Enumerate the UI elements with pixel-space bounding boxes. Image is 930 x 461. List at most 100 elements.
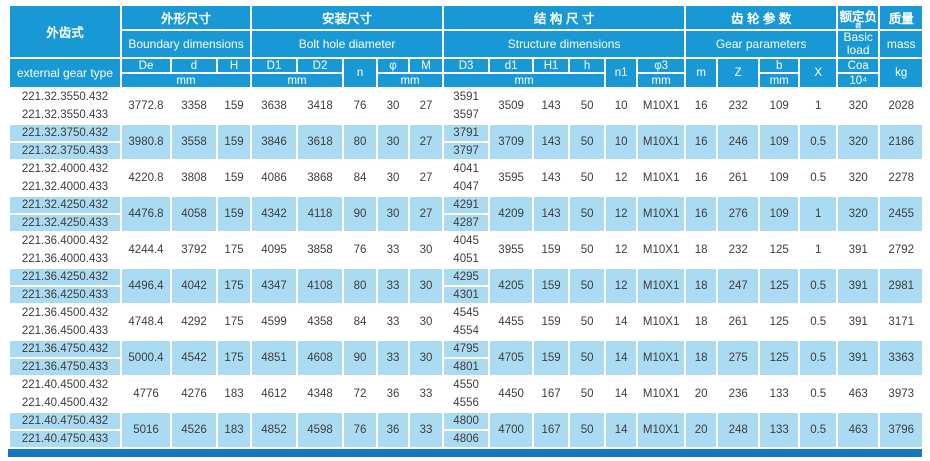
cell-d1: 3955 <box>488 231 535 269</box>
cell-phi3: M10X1 <box>636 87 687 125</box>
cell-D2: 3858 <box>296 231 345 269</box>
cell-Z: 275 <box>716 339 761 377</box>
cell-D3: 3597 <box>442 105 491 125</box>
table-row: 221.32.3550.433 3597 <box>8 105 923 125</box>
cell-h: 50 <box>568 231 607 269</box>
cell-X: 1 <box>798 87 839 125</box>
cell-M: 30 <box>408 339 445 377</box>
cell-D1: 4095 <box>250 231 299 269</box>
cell-phi3: M10X1 <box>636 375 687 413</box>
cell-Z: 232 <box>716 231 761 269</box>
cell-kg: 3171 <box>878 303 925 341</box>
header-col-D2: D2 <box>296 57 345 74</box>
cell-D3: 3791 <box>442 123 491 143</box>
cell-De: 4748.4 <box>120 303 172 341</box>
cell-kg: 2792 <box>878 231 925 269</box>
cell-phi: 33 <box>376 339 411 377</box>
cell-Coa: 463 <box>836 411 881 449</box>
cell-b: 109 <box>758 159 801 197</box>
cell-De: 4476.8 <box>120 195 172 233</box>
cell-D3: 4806 <box>442 429 491 449</box>
cell-phi: 30 <box>376 123 411 161</box>
cell-X: 0.5 <box>798 267 839 305</box>
cell-m: 16 <box>684 123 719 161</box>
header-col-n1: n1 <box>604 57 639 89</box>
cell-d1: 4700 <box>488 411 535 449</box>
cell-d: 3808 <box>170 159 218 197</box>
cell-phi3: M10X1 <box>636 123 687 161</box>
cell-H: 159 <box>215 87 253 125</box>
cell-X: 0.5 <box>798 123 839 161</box>
bottom-accent-bar <box>8 449 922 457</box>
cell-D3: 4800 <box>442 411 491 431</box>
cell-type: 221.40.4500.432 <box>8 375 122 395</box>
load-zh-sub: 荷 <box>855 24 862 30</box>
cell-kg: 2278 <box>878 159 925 197</box>
cell-Coa: 391 <box>836 303 881 341</box>
cell-D1: 4347 <box>250 267 299 305</box>
cell-X: 0.5 <box>798 411 839 449</box>
cell-D2: 4118 <box>296 195 345 233</box>
header-col-X: X <box>798 57 839 89</box>
cell-h: 50 <box>568 123 607 161</box>
cell-type: 221.40.4750.432 <box>8 411 122 431</box>
header-col-b: b <box>758 57 801 74</box>
header-group-gear-en: Gear parameters <box>684 29 839 59</box>
table-row: 221.36.4000.432 4244.4 3792 175 4095 3858 76 33… <box>8 231 925 269</box>
cell-D3: 4550 <box>442 375 491 395</box>
header-group-mass-zh: 质量 <box>878 4 925 31</box>
cell-kg: 2981 <box>878 267 925 305</box>
cell-type: 221.32.3550.432 <box>8 87 122 107</box>
cell-Coa: 320 <box>836 195 881 233</box>
table-row: 221.36.4250.433 4301 <box>8 285 923 305</box>
cell-m: 20 <box>684 411 719 449</box>
cell-kg: 2455 <box>878 195 925 233</box>
cell-D1: 3638 <box>250 87 299 125</box>
cell-b: 109 <box>758 195 801 233</box>
cell-phi3: M10X1 <box>636 267 687 305</box>
table-body: 221.32.3550.432 3772.8 3358 159 3638 3418 76 30… <box>8 87 925 449</box>
cell-D2: 3618 <box>296 123 345 161</box>
cell-H1: 167 <box>532 411 571 449</box>
cell-type: 221.32.3550.433 <box>8 105 122 125</box>
cell-type: 221.40.4750.433 <box>8 429 122 449</box>
cell-n: 76 <box>342 411 379 449</box>
cell-M: 30 <box>408 303 445 341</box>
unit-Coa-104: 10⁴ <box>836 72 881 89</box>
cell-h: 50 <box>568 375 607 413</box>
table-row: 221.32.4250.432 4476.8 4058 159 4342 4118 90 30… <box>8 195 925 233</box>
header-group-boundary-zh: 外形尺寸 <box>119 4 253 31</box>
header-type-en: external gear type <box>8 57 122 89</box>
table-row: 221.40.4750.433 4806 <box>8 429 923 449</box>
cell-type: 221.36.4500.433 <box>8 321 122 341</box>
cell-H1: 167 <box>532 375 571 413</box>
cell-M: 33 <box>408 375 445 413</box>
unit-mm-boundary: mm <box>119 72 253 89</box>
cell-n1: 10 <box>604 123 639 161</box>
cell-H1: 143 <box>532 87 571 125</box>
cell-Z: 246 <box>716 123 761 161</box>
cell-H: 159 <box>215 159 253 197</box>
cell-D3: 4051 <box>442 249 491 269</box>
cell-d: 4292 <box>170 303 218 341</box>
cell-phi: 33 <box>376 303 411 341</box>
cell-D3: 4291 <box>442 195 491 215</box>
cell-n1: 14 <box>604 303 639 341</box>
cell-m: 18 <box>684 303 719 341</box>
cell-M: 27 <box>408 123 445 161</box>
cell-Z: 232 <box>716 87 761 125</box>
cell-phi3: M10X1 <box>636 339 687 377</box>
cell-h: 50 <box>568 411 607 449</box>
table-header: 外齿式 外形尺寸 安装尺寸 结 构 尺 寸 齿 轮 参 数 额定负荷 质量 Bo… <box>8 4 925 89</box>
cell-type: 221.40.4500.432 <box>8 393 122 413</box>
spec-table: 外齿式 外形尺寸 安装尺寸 结 构 尺 寸 齿 轮 参 数 额定负荷 质量 Bo… <box>8 4 925 449</box>
header-group-structure-en: Structure dimensions <box>442 29 687 59</box>
cell-m: 16 <box>684 159 719 197</box>
cell-H: 183 <box>215 375 253 413</box>
cell-H: 175 <box>215 339 253 377</box>
table-row: 221.36.4000.433 4051 <box>8 249 923 269</box>
cell-M: 27 <box>408 87 445 125</box>
cell-H1: 159 <box>532 231 571 269</box>
cell-d1: 4705 <box>488 339 535 377</box>
header-group-load-zh: 额定负荷 <box>836 4 881 31</box>
